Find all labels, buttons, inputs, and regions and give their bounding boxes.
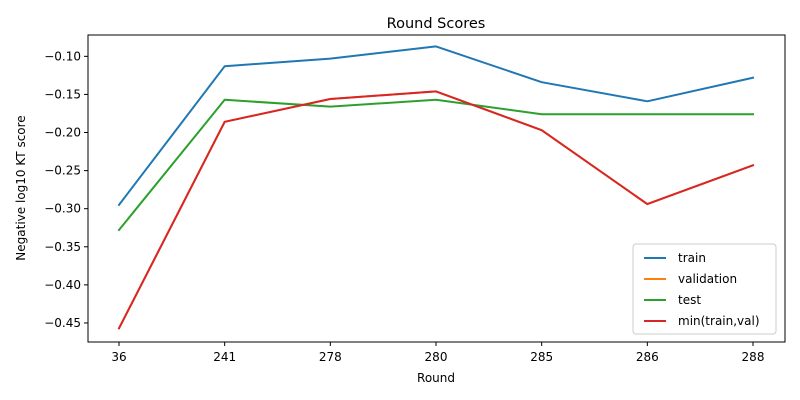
y-tick-label: −0.35 xyxy=(44,240,81,254)
series-line-test xyxy=(117,98,754,232)
x-tick-label: 241 xyxy=(213,350,236,364)
series-layer xyxy=(117,45,755,330)
y-tick-label: −0.25 xyxy=(44,164,81,178)
legend-label-validation: validation xyxy=(678,272,737,286)
chart-title: Round Scores xyxy=(387,16,486,32)
y-axis: −0.45 −0.40 −0.35 −0.30 −0.25 −0.20 −0.15 −0.10 xyxy=(44,49,88,330)
x-tick-label: 286 xyxy=(636,350,659,364)
x-axis: 36 241 278 280 285 286 288 xyxy=(111,342,764,364)
y-tick-label: −0.15 xyxy=(44,87,81,101)
x-tick-label: 36 xyxy=(111,350,126,364)
x-tick-label: 278 xyxy=(319,350,342,364)
y-tick-label: −0.40 xyxy=(44,278,81,292)
y-tick-label: −0.45 xyxy=(44,316,81,330)
legend-label-min-train-val: min(train,val) xyxy=(678,314,760,328)
legend: train validation test min(train,val) xyxy=(632,243,777,335)
y-tick-label: −0.30 xyxy=(44,202,81,216)
y-tick-label: −0.10 xyxy=(44,49,81,63)
y-tick-label: −0.20 xyxy=(44,126,81,140)
series-line-min-train-val xyxy=(117,90,755,330)
legend-label-test: test xyxy=(678,293,701,307)
y-axis-title: Negative log10 KT score xyxy=(14,115,28,260)
legend-box xyxy=(632,243,777,335)
series-line-train xyxy=(117,45,755,207)
x-tick-label: 280 xyxy=(425,350,448,364)
legend-label-train: train xyxy=(678,251,706,265)
x-axis-title: Round xyxy=(417,371,455,385)
x-tick-label: 285 xyxy=(530,350,553,364)
x-tick-label: 288 xyxy=(742,350,765,364)
